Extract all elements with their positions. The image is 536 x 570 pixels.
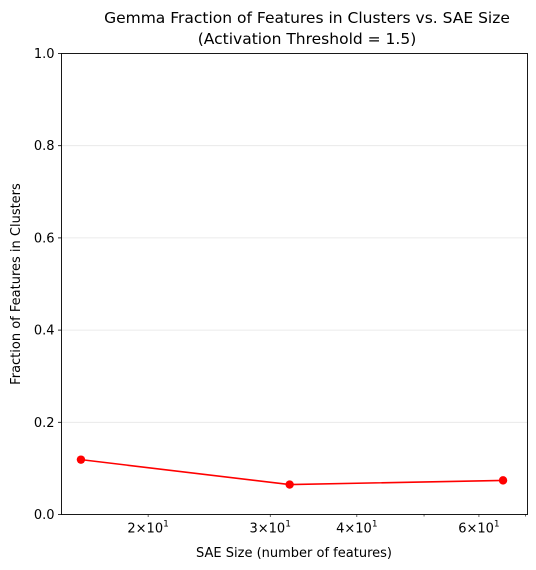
- x-tick-label: 4×101: [336, 520, 377, 537]
- grid-lines: [61, 145, 528, 423]
- x-axis-label: SAE Size (number of features): [196, 546, 392, 561]
- x-tick-label: 2×101: [127, 520, 168, 537]
- series-layer: [76, 455, 508, 489]
- data-point: [76, 455, 86, 464]
- x-tick-label: 3×101: [249, 520, 290, 537]
- data-point: [498, 476, 508, 485]
- y-tick-label: 0.2: [34, 416, 55, 431]
- series-line: [80, 458, 504, 486]
- plot-frame: [61, 53, 528, 515]
- data-point: [285, 480, 294, 489]
- y-tick-label: 0.6: [34, 231, 55, 246]
- y-tick-label: 0.4: [34, 324, 55, 339]
- y-tick-label: 1.0: [34, 47, 55, 62]
- ticks-layer: 0.0 0.2 0.4 0.6 0.8 1.0 2×101 3×101 4×101 6×101: [34, 47, 526, 537]
- y-tick-label: 0.8: [34, 139, 55, 154]
- y-axis-label: Fraction of Features in Clusters: [9, 183, 24, 385]
- x-tick-label: 6×101: [458, 520, 499, 537]
- chart-subtitle: (Activation Threshold = 1.5): [198, 30, 417, 48]
- y-tick-label: 0.0: [34, 508, 55, 523]
- chart-title: Gemma Fraction of Features in Clusters v…: [104, 9, 510, 27]
